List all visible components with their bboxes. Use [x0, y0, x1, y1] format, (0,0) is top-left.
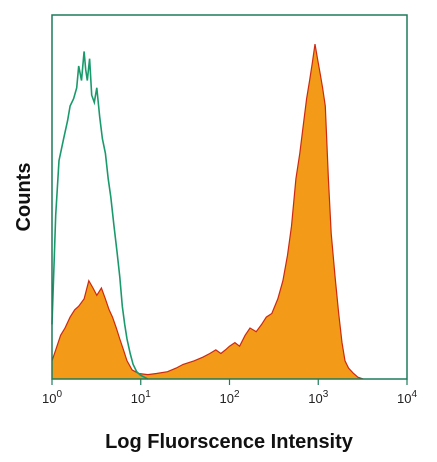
- series-layer: [51, 43, 364, 380]
- series-1-edge: [51, 43, 364, 380]
- x-tick-label: 100: [42, 389, 62, 406]
- y-axis-title: Counts: [13, 163, 35, 232]
- series-0-line: [51, 51, 149, 380]
- x-tick-layer: 100 101 102 103 104: [42, 379, 417, 406]
- x-tick-label: 101: [131, 389, 151, 406]
- x-tick-label: 103: [308, 389, 328, 406]
- x-tick-label: 104: [397, 389, 417, 406]
- x-axis-title: Log Fluorscence Intensity: [105, 431, 354, 453]
- series-1-area: [52, 44, 364, 379]
- x-tick-label: 102: [219, 389, 239, 406]
